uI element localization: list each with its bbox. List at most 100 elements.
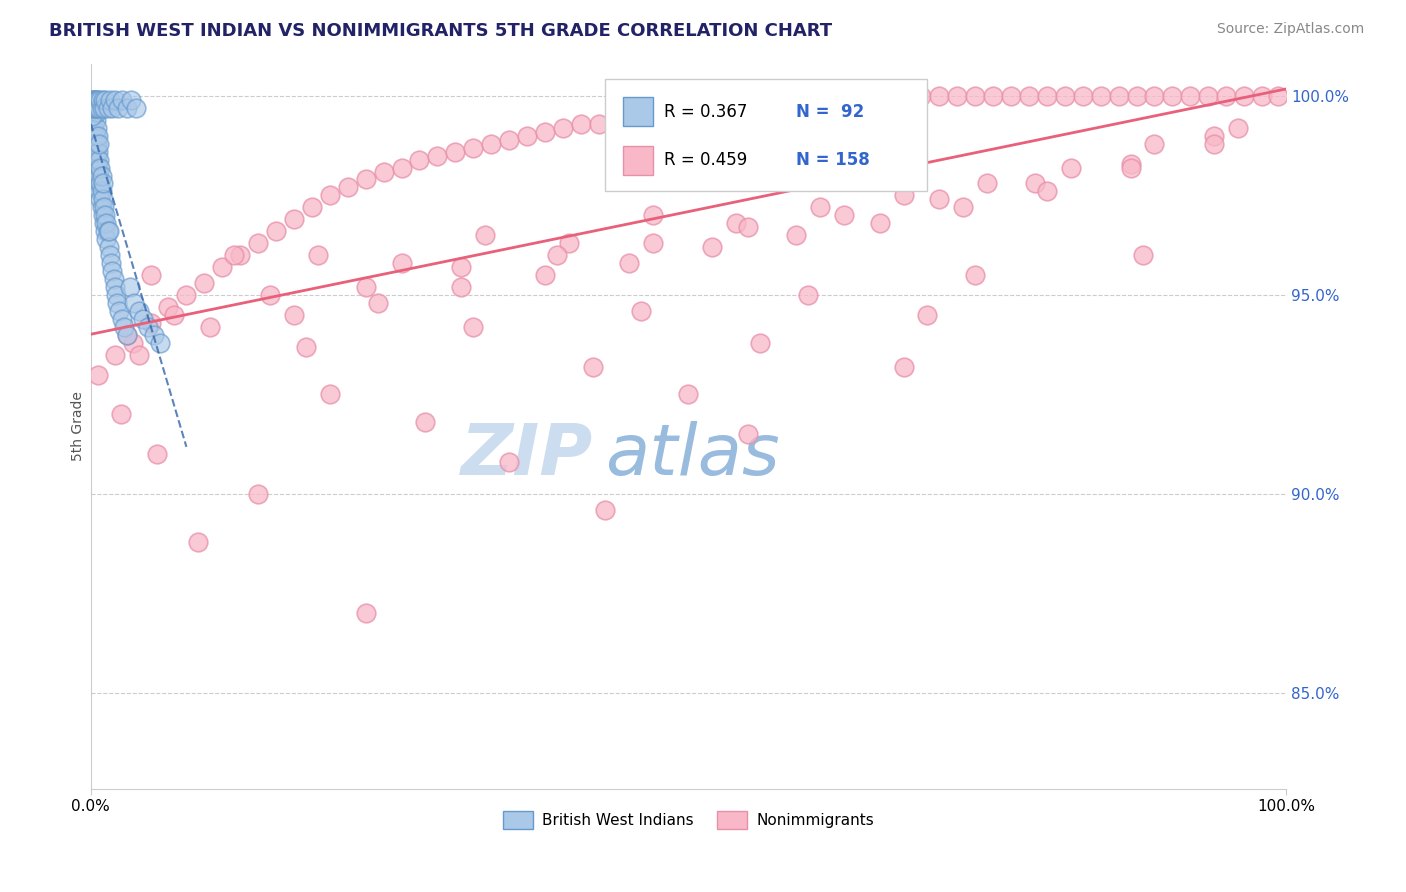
Point	[101, 264, 124, 278]
Text: Source: ZipAtlas.com: Source: ZipAtlas.com	[1216, 22, 1364, 37]
Point	[336, 180, 359, 194]
Point	[910, 89, 932, 103]
Point	[96, 232, 118, 246]
Point	[450, 280, 472, 294]
Point	[94, 93, 117, 107]
Point	[82, 128, 104, 143]
Point	[1119, 161, 1142, 175]
Point	[928, 89, 950, 103]
Point	[193, 276, 215, 290]
Point	[1204, 128, 1226, 143]
FancyBboxPatch shape	[605, 78, 928, 191]
Point	[307, 248, 329, 262]
Point	[86, 136, 108, 151]
Point	[107, 101, 129, 115]
Point	[86, 169, 108, 183]
Point	[94, 224, 117, 238]
Point	[87, 128, 110, 143]
Point	[808, 200, 831, 214]
Point	[96, 216, 118, 230]
Point	[91, 208, 114, 222]
Point	[125, 101, 148, 115]
Point	[893, 188, 915, 202]
Point	[96, 101, 118, 115]
Point	[224, 248, 246, 262]
Point	[354, 280, 377, 294]
Point	[84, 112, 107, 127]
Point	[89, 101, 111, 115]
Point	[678, 387, 700, 401]
Point	[128, 348, 150, 362]
Point	[108, 303, 131, 318]
Point	[200, 319, 222, 334]
Point	[104, 288, 127, 302]
Point	[1036, 185, 1059, 199]
Point	[111, 93, 134, 107]
Point	[1060, 161, 1083, 175]
Point	[1143, 89, 1166, 103]
Point	[641, 109, 664, 123]
Bar	[623, 145, 652, 175]
Point	[187, 534, 209, 549]
Point	[91, 193, 114, 207]
Point	[86, 93, 108, 107]
Point	[1053, 89, 1076, 103]
Point	[415, 415, 437, 429]
Point	[98, 248, 121, 262]
Point	[94, 208, 117, 222]
Point	[582, 359, 605, 374]
Point	[516, 128, 538, 143]
Point	[1125, 89, 1147, 103]
Point	[86, 101, 108, 115]
Point	[101, 101, 124, 115]
Point	[139, 268, 162, 282]
Point	[82, 93, 104, 107]
Point	[229, 248, 252, 262]
Point	[606, 112, 628, 127]
Point	[295, 340, 318, 354]
Point	[89, 193, 111, 207]
Point	[136, 319, 159, 334]
Point	[534, 125, 557, 139]
Point	[702, 240, 724, 254]
Point	[82, 145, 104, 159]
Point	[463, 319, 485, 334]
Point	[103, 272, 125, 286]
Point	[737, 427, 759, 442]
Point	[569, 117, 592, 131]
Text: R = 0.367: R = 0.367	[665, 103, 748, 120]
Point	[558, 236, 581, 251]
Point	[89, 136, 111, 151]
Point	[84, 101, 107, 115]
Point	[766, 96, 789, 111]
Text: R = 0.459: R = 0.459	[665, 151, 748, 169]
Point	[86, 120, 108, 135]
Point	[93, 101, 115, 115]
Point	[593, 503, 616, 517]
Point	[695, 101, 717, 115]
Point	[145, 447, 167, 461]
Point	[498, 133, 520, 147]
Text: atlas: atlas	[605, 421, 779, 490]
Point	[80, 128, 103, 143]
Point	[749, 335, 772, 350]
Point	[354, 607, 377, 621]
Text: ZIP: ZIP	[461, 421, 593, 490]
Point	[981, 89, 1004, 103]
Point	[498, 455, 520, 469]
Point	[89, 153, 111, 167]
Point	[112, 319, 135, 334]
Point	[534, 268, 557, 282]
Point	[1161, 89, 1184, 103]
Point	[832, 208, 855, 222]
Point	[84, 128, 107, 143]
Point	[391, 161, 413, 175]
Point	[115, 327, 138, 342]
Point	[87, 177, 110, 191]
Point	[450, 260, 472, 274]
Point	[86, 153, 108, 167]
Point	[80, 109, 103, 123]
Point	[247, 236, 270, 251]
Point	[98, 93, 121, 107]
Point	[408, 153, 430, 167]
